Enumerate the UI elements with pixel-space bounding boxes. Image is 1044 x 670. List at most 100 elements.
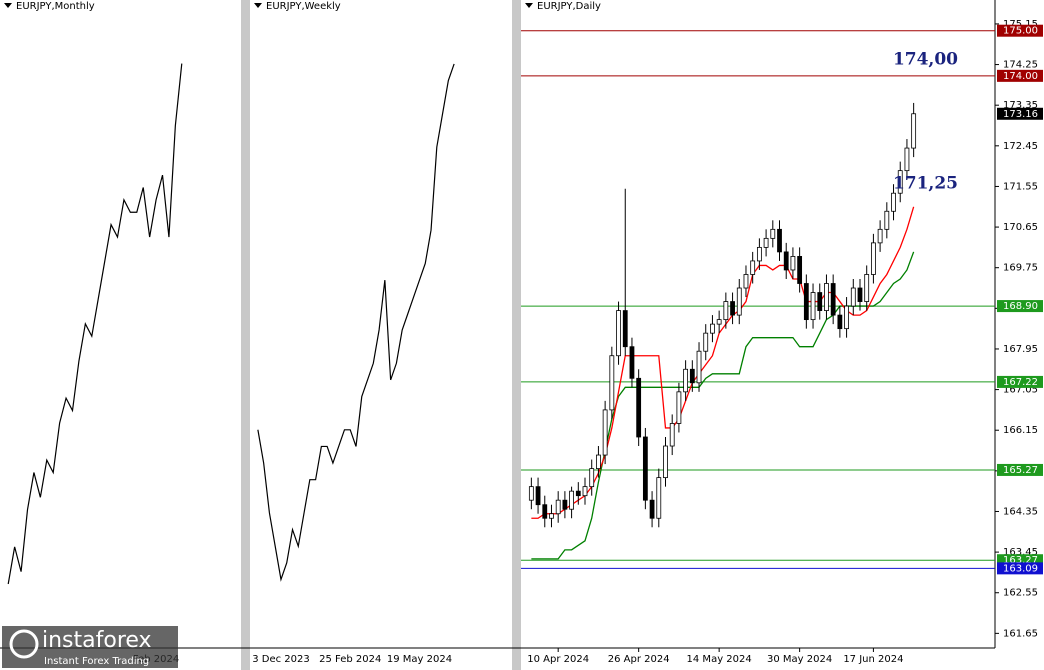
x-tick-label: 10 Apr 2024	[527, 654, 589, 665]
y-tick-label: 164.35	[1003, 506, 1038, 517]
brand-tagline: Instant Forex Trading	[44, 656, 149, 667]
candle-body	[575, 490, 581, 497]
candle-body	[622, 310, 628, 348]
x-tick-label: 25 Feb 2024	[319, 654, 381, 665]
y-tick-label: 172.45	[1003, 141, 1038, 152]
candle-body	[696, 350, 702, 384]
candle-body	[582, 486, 588, 497]
candle-body	[589, 468, 595, 488]
last-price-label: 173.16	[1003, 109, 1038, 120]
candle-body	[783, 251, 789, 271]
level-tag	[997, 300, 1043, 313]
candle-body	[683, 368, 689, 393]
level-label: 163.09	[1003, 563, 1038, 574]
candle-body	[864, 274, 870, 302]
candle-body	[837, 314, 843, 330]
candle-body	[642, 436, 648, 501]
candle-body	[824, 283, 829, 311]
candle-body	[716, 319, 722, 325]
x-tick-label: 30 May 2024	[767, 654, 832, 665]
candle-body	[743, 274, 749, 289]
level-tag	[997, 375, 1043, 388]
candle-body	[569, 490, 574, 510]
candle-body	[555, 499, 561, 515]
candle-body	[549, 513, 554, 519]
candle-body	[763, 237, 769, 248]
kijun-line	[531, 251, 915, 560]
candle-body	[710, 323, 715, 334]
candle-body	[689, 368, 695, 384]
title-arrow	[525, 3, 533, 8]
candle-body	[756, 246, 762, 262]
candle-body	[596, 454, 601, 469]
x-tick-label: 14 May 2024	[687, 654, 752, 665]
y-tick-label: 166.15	[1003, 425, 1038, 436]
candle-body	[730, 301, 735, 316]
panel-title: EURJPY,Daily	[537, 1, 601, 12]
candle-body	[877, 228, 883, 244]
candle-body	[663, 445, 668, 479]
panel-divider	[512, 0, 521, 670]
candle-body	[911, 113, 917, 149]
candle-body	[676, 391, 682, 424]
y-tick-label: 167.95	[1003, 344, 1038, 355]
level-label: 167.22	[1003, 377, 1038, 388]
price-line	[257, 63, 455, 582]
level-tag	[997, 463, 1043, 476]
y-tick-label: 162.55	[1003, 588, 1038, 599]
candle-body	[844, 305, 849, 330]
candle-body	[656, 477, 662, 519]
candle-body	[528, 486, 534, 501]
title-arrow	[4, 3, 12, 8]
candle-body	[817, 292, 823, 311]
candle-body	[891, 192, 896, 212]
x-tick-label: 26 Apr 2024	[608, 654, 670, 665]
candle-body	[790, 256, 796, 271]
y-tick-label: 170.65	[1003, 222, 1038, 233]
y-tick-label: 163.45	[1003, 547, 1038, 558]
price-line	[7, 63, 183, 585]
candle-body	[609, 355, 615, 411]
panel-title: EURJPY,Weekly	[266, 1, 341, 12]
level-tag	[997, 24, 1043, 37]
candle-body	[770, 228, 776, 239]
candle-body	[850, 287, 856, 307]
level-label: 165.27	[1003, 465, 1038, 476]
candle-body	[803, 283, 809, 321]
candle-body	[535, 486, 541, 506]
level-label: 174.00	[1003, 71, 1038, 82]
title-arrow	[254, 3, 262, 8]
y-tick-label: 169.75	[1003, 263, 1038, 274]
level-label: 175.00	[1003, 26, 1038, 37]
candle-body	[616, 310, 621, 357]
candle-body	[777, 228, 782, 253]
x-tick-label: 19 May 2024	[387, 654, 452, 665]
tenkan-line	[531, 206, 915, 519]
candle-body	[669, 423, 675, 447]
candle-body	[562, 499, 568, 510]
candle-body	[750, 260, 756, 275]
level-label: 168.90	[1003, 301, 1038, 312]
y-tick-label: 175.15	[1003, 19, 1038, 30]
y-tick-label: 171.55	[1003, 181, 1038, 192]
candle-body	[830, 283, 836, 316]
level-label: 163.27	[1003, 555, 1038, 566]
x-tick-label: 3 Dec 2023	[252, 654, 310, 665]
candle-body	[736, 287, 742, 316]
level-tag	[997, 69, 1043, 82]
candle-body	[602, 409, 608, 456]
candle-body	[629, 346, 635, 379]
last-price-tag	[997, 107, 1043, 120]
y-tick-label: 161.65	[1003, 628, 1038, 639]
y-tick-label: 174.25	[1003, 60, 1038, 71]
candle-body	[797, 256, 803, 284]
y-tick-label: 167.05	[1003, 385, 1038, 396]
level-annotation: 174,00	[893, 49, 958, 69]
y-tick-label: 173.35	[1003, 100, 1038, 111]
candle-body	[636, 377, 642, 438]
brand-name: instaforex	[42, 628, 152, 653]
candle-body	[897, 170, 903, 194]
logo: instaforex Instant Forex Trading	[2, 626, 178, 668]
candle-body	[871, 242, 876, 275]
